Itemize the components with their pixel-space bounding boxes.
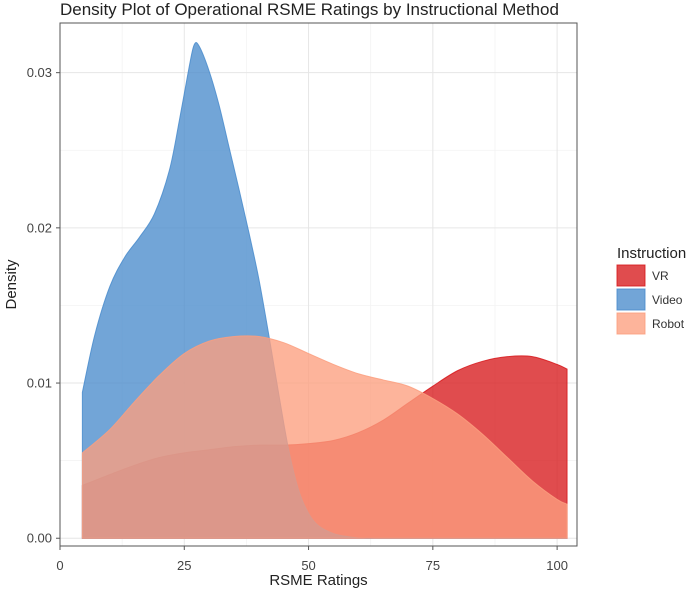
density-areas <box>81 42 568 539</box>
x-axis-ticks: 0 25 50 75 100 <box>56 546 568 573</box>
legend-swatch-vr <box>616 264 646 287</box>
y-tick-label: 0.03 <box>27 65 52 80</box>
plot-panel-border <box>59 22 578 547</box>
legend: Instruction VR Video Robot <box>616 245 686 335</box>
legend-title: Instruction <box>617 245 686 262</box>
y-tick-label: 0.00 <box>27 531 52 546</box>
x-tick-label: 25 <box>177 558 191 573</box>
y-axis-ticks: 0.00 0.01 0.02 0.03 <box>27 65 60 546</box>
x-tick-label: 100 <box>546 558 568 573</box>
x-tick-label: 50 <box>301 558 315 573</box>
density-area-robot <box>81 335 568 539</box>
legend-swatch-robot <box>616 312 646 335</box>
legend-label-vr: VR <box>652 269 669 283</box>
y-axis-label: Density <box>3 259 20 310</box>
x-tick-label: 75 <box>426 558 440 573</box>
y-tick-label: 0.02 <box>27 220 52 235</box>
legend-label-robot: Robot <box>652 317 685 331</box>
x-tick-label: 0 <box>56 558 63 573</box>
y-tick-label: 0.01 <box>27 376 52 391</box>
x-axis-label: RSME Ratings <box>269 572 367 589</box>
legend-swatch-video <box>616 288 646 311</box>
legend-label-video: Video <box>652 293 683 307</box>
chart-title: Density Plot of Operational RSME Ratings… <box>60 0 559 19</box>
